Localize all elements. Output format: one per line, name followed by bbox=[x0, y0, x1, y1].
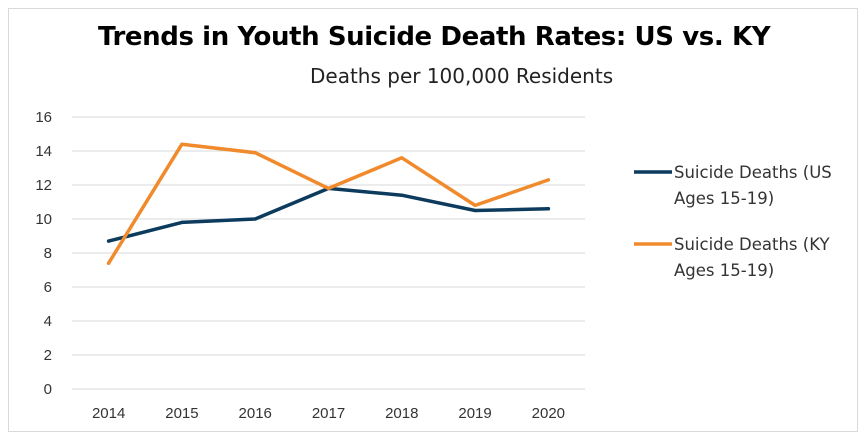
chart-frame bbox=[8, 8, 858, 432]
x-tick-label: 2020 bbox=[532, 405, 565, 422]
y-tick-label: 0 bbox=[44, 381, 52, 398]
data-point bbox=[546, 178, 550, 182]
data-point bbox=[400, 156, 404, 160]
chart-subtitle: Deaths per 100,000 Residents bbox=[310, 64, 614, 88]
series-line-1 bbox=[106, 142, 551, 265]
y-tick-label: 14 bbox=[35, 143, 52, 160]
data-point bbox=[400, 193, 404, 197]
data-point bbox=[107, 239, 111, 243]
y-axis-ticks: 0 2 4 6 8 10 12 14 16 bbox=[35, 109, 52, 398]
gridlines bbox=[72, 116, 585, 390]
y-tick-label: 6 bbox=[44, 279, 52, 296]
y-tick-label: 16 bbox=[35, 109, 52, 126]
y-tick-label: 2 bbox=[44, 347, 52, 364]
legend-label: Suicide Deaths (US bbox=[674, 163, 832, 182]
data-point bbox=[546, 207, 550, 211]
series-line-0 bbox=[106, 186, 551, 243]
x-tick-label: 2015 bbox=[165, 405, 198, 422]
y-tick-label: 10 bbox=[35, 211, 52, 228]
legend-label: Ages 15-19) bbox=[674, 189, 774, 208]
series-lines bbox=[106, 142, 551, 265]
y-tick-label: 12 bbox=[35, 177, 52, 194]
x-tick-label: 2014 bbox=[92, 405, 125, 422]
data-point bbox=[326, 186, 331, 190]
x-tick-label: 2019 bbox=[458, 405, 491, 422]
legend: Suicide Deaths (US Ages 15-19) Suicide Dea… bbox=[634, 163, 832, 280]
legend-label: Suicide Deaths (KY bbox=[674, 235, 830, 254]
y-tick-label: 4 bbox=[44, 313, 52, 330]
legend-label: Ages 15-19) bbox=[674, 261, 774, 280]
x-tick-label: 2018 bbox=[385, 405, 418, 422]
data-point bbox=[253, 151, 257, 155]
x-tick-label: 2016 bbox=[239, 405, 272, 422]
chart-title: Trends in Youth Suicide Death Rates: US … bbox=[98, 22, 771, 52]
data-point bbox=[473, 203, 477, 207]
data-point bbox=[180, 220, 184, 224]
data-point bbox=[473, 208, 477, 213]
data-point bbox=[253, 217, 257, 221]
data-point bbox=[180, 142, 184, 146]
data-point bbox=[107, 261, 111, 265]
x-axis-ticks: 2014 2015 2016 2017 2018 2019 2020 bbox=[92, 405, 565, 422]
x-tick-label: 2017 bbox=[312, 405, 345, 422]
y-tick-label: 8 bbox=[44, 245, 52, 262]
